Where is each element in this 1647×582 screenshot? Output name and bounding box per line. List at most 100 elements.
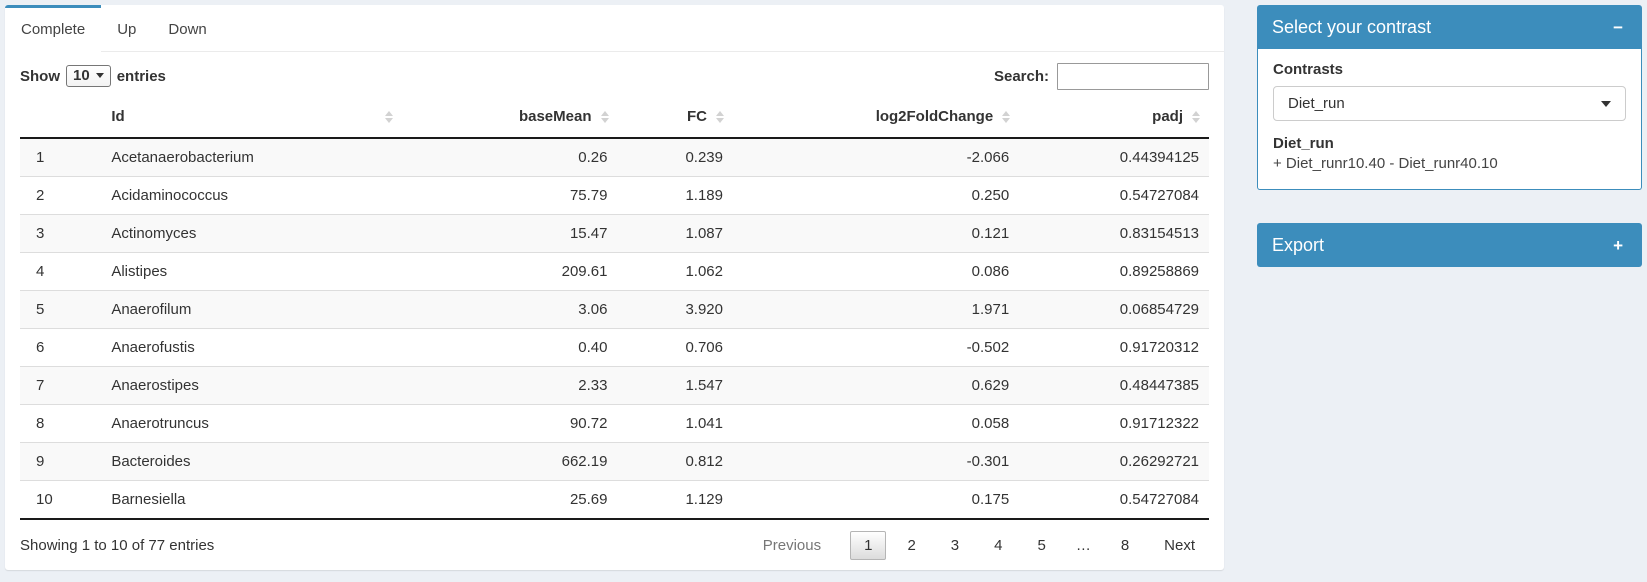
page-button-3[interactable]: 3 bbox=[950, 536, 960, 554]
cell-id: Bacteroides bbox=[111, 453, 191, 470]
cell-id: Alistipes bbox=[111, 263, 168, 280]
minus-icon[interactable]: − bbox=[1613, 17, 1623, 37]
show-label: Show bbox=[20, 67, 60, 85]
previous-button[interactable]: Previous bbox=[762, 536, 822, 554]
table-row[interactable]: 10 Barnesiella 25.69 1.129 0.175 0.54727084 bbox=[20, 480, 1209, 519]
sort-icon[interactable] bbox=[600, 110, 609, 123]
cell-basemean: 209.61 bbox=[561, 263, 608, 280]
entries-per-page-select[interactable]: 10 bbox=[66, 65, 111, 87]
table-row[interactable]: 2 Acidaminococcus 75.79 1.189 0.250 0.5472708… bbox=[20, 176, 1209, 215]
column-header-log2foldchange[interactable]: log2FoldChange bbox=[732, 96, 1020, 139]
pagination: Previous 1 2 3 4 5 … 8 Next bbox=[742, 530, 1209, 560]
cell-fc: 0.239 bbox=[685, 149, 723, 166]
column-header-fc[interactable]: FC bbox=[617, 96, 733, 139]
tab-complete[interactable]: Complete bbox=[5, 5, 102, 52]
column-label: Id bbox=[111, 108, 125, 125]
table-row[interactable]: 5 Anaerofilum 3.06 3.920 1.971 0.06854729 bbox=[20, 290, 1209, 329]
cell-row-index: 10 bbox=[36, 491, 53, 508]
contrasts-label: Contrasts bbox=[1273, 61, 1344, 78]
cell-row-index: 9 bbox=[36, 453, 45, 470]
tab-up[interactable]: Up bbox=[117, 21, 137, 38]
entries-per-page-value: 10 bbox=[73, 67, 90, 84]
sort-icon[interactable] bbox=[715, 110, 724, 123]
page-button-1[interactable]: 1 bbox=[850, 530, 887, 560]
cell-fc: 1.547 bbox=[685, 377, 723, 394]
pagination-ellipsis: … bbox=[1075, 536, 1091, 554]
table-row[interactable]: 3 Actinomyces 15.47 1.087 0.121 0.83154513 bbox=[20, 214, 1209, 253]
tab-down[interactable]: Down bbox=[168, 21, 207, 38]
cell-fc: 1.041 bbox=[685, 415, 723, 432]
cell-basemean: 25.69 bbox=[569, 491, 608, 508]
cell-padj: 0.54727084 bbox=[1119, 187, 1199, 204]
cell-padj: 0.54727084 bbox=[1119, 491, 1199, 508]
cell-padj: 0.89258869 bbox=[1119, 263, 1199, 280]
cell-log2foldchange: 0.175 bbox=[971, 491, 1010, 508]
cell-row-index: 8 bbox=[36, 415, 45, 432]
table-row[interactable]: 4 Alistipes 209.61 1.062 0.086 0.89258869 bbox=[20, 252, 1209, 291]
entries-label: entries bbox=[116, 67, 166, 85]
page-button-2[interactable]: 2 bbox=[907, 536, 916, 554]
cell-basemean: 0.40 bbox=[578, 339, 608, 356]
cell-basemean: 75.79 bbox=[569, 187, 608, 204]
chevron-down-icon bbox=[1601, 100, 1611, 107]
cell-row-index: 7 bbox=[36, 377, 45, 394]
table-row[interactable]: 8 Anaerotruncus 90.72 1.041 0.058 0.91712322 bbox=[20, 404, 1209, 443]
cell-row-index: 5 bbox=[36, 301, 45, 318]
plus-icon[interactable]: + bbox=[1613, 235, 1623, 255]
column-label: log2FoldChange bbox=[875, 108, 994, 125]
cell-id: Barnesiella bbox=[111, 491, 186, 508]
cell-id: Anaerotruncus bbox=[111, 415, 209, 432]
page-length-control: Show 10 entries bbox=[20, 65, 166, 87]
cell-padj: 0.48447385 bbox=[1119, 377, 1199, 394]
tab-bar: Complete Up Down bbox=[5, 5, 1224, 52]
column-header-id[interactable]: Id bbox=[95, 96, 402, 139]
column-header-basemean[interactable]: baseMean bbox=[401, 96, 618, 139]
contrasts-select-value: Diet_run bbox=[1288, 95, 1345, 112]
cell-row-index: 1 bbox=[36, 149, 45, 166]
cell-log2foldchange: -0.301 bbox=[966, 453, 1010, 470]
sort-icon[interactable] bbox=[1192, 110, 1200, 123]
table-row[interactable]: 9 Bacteroides 662.19 0.812 -0.301 0.26292721 bbox=[20, 442, 1209, 481]
contrast-detail-text: + Diet_runr10.40 - Diet_runr40.10 bbox=[1273, 155, 1498, 172]
cell-fc: 3.920 bbox=[685, 301, 723, 318]
next-button[interactable]: Next bbox=[1164, 536, 1195, 554]
sort-icon[interactable] bbox=[1002, 110, 1011, 123]
contrast-panel-title: Select your contrast bbox=[1272, 16, 1432, 37]
results-tabbox: Complete Up Down Show 10 entries Search: I bbox=[5, 5, 1224, 570]
cell-fc: 0.812 bbox=[685, 453, 723, 470]
cell-row-index: 3 bbox=[36, 225, 45, 242]
search-control: Search: bbox=[994, 62, 1209, 90]
table-row[interactable]: 6 Anaerofustis 0.40 0.706 -0.502 0.91720312 bbox=[20, 328, 1209, 367]
sort-icon[interactable] bbox=[384, 110, 393, 123]
cell-basemean: 0.26 bbox=[578, 149, 608, 166]
cell-log2foldchange: 1.971 bbox=[971, 301, 1010, 318]
export-panel-title: Export bbox=[1272, 234, 1325, 255]
cell-log2foldchange: 0.058 bbox=[971, 415, 1010, 432]
page-button-5[interactable]: 5 bbox=[1037, 536, 1046, 554]
table-row[interactable]: 1 Acetanaerobacterium 0.26 0.239 -2.066 0.443… bbox=[20, 138, 1209, 177]
cell-fc: 1.062 bbox=[685, 263, 723, 280]
cell-basemean: 2.33 bbox=[578, 377, 608, 394]
cell-fc: 1.087 bbox=[685, 225, 723, 242]
cell-id: Actinomyces bbox=[111, 225, 197, 242]
cell-log2foldchange: -2.066 bbox=[966, 149, 1010, 166]
page-button-8[interactable]: 8 bbox=[1120, 536, 1130, 554]
cell-log2foldchange: 0.250 bbox=[971, 187, 1010, 204]
results-table: Id baseMean FC log2FoldChange padj 1 Acetanae… bbox=[20, 96, 1209, 520]
cell-log2foldchange: 0.121 bbox=[971, 225, 1010, 242]
cell-id: Anaerostipes bbox=[111, 377, 199, 394]
contrasts-select[interactable]: Diet_run bbox=[1273, 86, 1626, 121]
column-label: padj bbox=[1152, 108, 1183, 125]
contrast-panel-body: Contrasts Diet_run Diet_run + Diet_runr1… bbox=[1257, 49, 1642, 190]
cell-basemean: 662.19 bbox=[561, 453, 608, 470]
cell-id: Anaerofustis bbox=[111, 339, 195, 356]
contrast-panel-header[interactable]: Select your contrast − bbox=[1257, 5, 1642, 49]
page-button-4[interactable]: 4 bbox=[994, 536, 1003, 554]
table-row[interactable]: 7 Anaerostipes 2.33 1.547 0.629 0.48447385 bbox=[20, 366, 1209, 405]
cell-padj: 0.44394125 bbox=[1119, 149, 1199, 166]
column-header-padj[interactable]: padj bbox=[1019, 96, 1209, 139]
export-panel-header[interactable]: Export + bbox=[1257, 223, 1642, 267]
column-header-row-index bbox=[20, 96, 96, 139]
search-input[interactable] bbox=[1057, 62, 1209, 90]
